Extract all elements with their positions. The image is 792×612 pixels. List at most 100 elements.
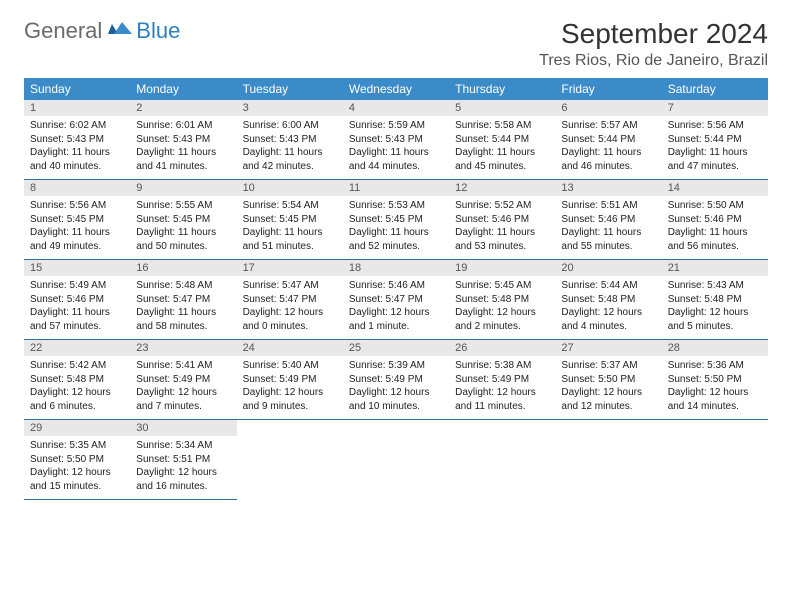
day-number: 27 <box>555 340 661 356</box>
day-number: 18 <box>343 260 449 276</box>
day-details: Sunrise: 5:55 AMSunset: 5:45 PMDaylight:… <box>130 196 236 259</box>
weekday-header: Tuesday <box>237 78 343 100</box>
calendar-row: 15Sunrise: 5:49 AMSunset: 5:46 PMDayligh… <box>24 260 768 340</box>
calendar-cell: 16Sunrise: 5:48 AMSunset: 5:47 PMDayligh… <box>130 260 236 340</box>
calendar-cell: .. <box>662 420 768 500</box>
day-number: 1 <box>24 100 130 116</box>
day-details: Sunrise: 5:36 AMSunset: 5:50 PMDaylight:… <box>662 356 768 419</box>
calendar-cell: 22Sunrise: 5:42 AMSunset: 5:48 PMDayligh… <box>24 340 130 420</box>
day-number: 30 <box>130 420 236 436</box>
calendar-cell: 18Sunrise: 5:46 AMSunset: 5:47 PMDayligh… <box>343 260 449 340</box>
day-number: 2 <box>130 100 236 116</box>
day-details: Sunrise: 5:44 AMSunset: 5:48 PMDaylight:… <box>555 276 661 339</box>
calendar-cell: 12Sunrise: 5:52 AMSunset: 5:46 PMDayligh… <box>449 180 555 260</box>
calendar-cell: 24Sunrise: 5:40 AMSunset: 5:49 PMDayligh… <box>237 340 343 420</box>
weekday-header: Saturday <box>662 78 768 100</box>
day-details: Sunrise: 5:59 AMSunset: 5:43 PMDaylight:… <box>343 116 449 179</box>
weekday-header: Thursday <box>449 78 555 100</box>
day-details: Sunrise: 5:35 AMSunset: 5:50 PMDaylight:… <box>24 436 130 499</box>
calendar-cell: 23Sunrise: 5:41 AMSunset: 5:49 PMDayligh… <box>130 340 236 420</box>
day-number: 17 <box>237 260 343 276</box>
day-number: 23 <box>130 340 236 356</box>
day-details: Sunrise: 5:58 AMSunset: 5:44 PMDaylight:… <box>449 116 555 179</box>
day-number: 22 <box>24 340 130 356</box>
day-number: 5 <box>449 100 555 116</box>
day-number: 11 <box>343 180 449 196</box>
day-details: Sunrise: 5:53 AMSunset: 5:45 PMDaylight:… <box>343 196 449 259</box>
header: General Blue September 2024 Tres Rios, R… <box>24 18 768 70</box>
day-number: 29 <box>24 420 130 436</box>
day-details: Sunrise: 5:56 AMSunset: 5:45 PMDaylight:… <box>24 196 130 259</box>
calendar-cell: .. <box>343 420 449 500</box>
day-details: Sunrise: 5:48 AMSunset: 5:47 PMDaylight:… <box>130 276 236 339</box>
calendar-cell: 25Sunrise: 5:39 AMSunset: 5:49 PMDayligh… <box>343 340 449 420</box>
logo-text-general: General <box>24 18 102 44</box>
day-details: Sunrise: 5:49 AMSunset: 5:46 PMDaylight:… <box>24 276 130 339</box>
day-details: Sunrise: 5:34 AMSunset: 5:51 PMDaylight:… <box>130 436 236 499</box>
day-details: Sunrise: 5:45 AMSunset: 5:48 PMDaylight:… <box>449 276 555 339</box>
location-text: Tres Rios, Rio de Janeiro, Brazil <box>539 52 768 70</box>
day-number: 15 <box>24 260 130 276</box>
day-details: Sunrise: 5:50 AMSunset: 5:46 PMDaylight:… <box>662 196 768 259</box>
day-details: Sunrise: 5:39 AMSunset: 5:49 PMDaylight:… <box>343 356 449 419</box>
day-number: 20 <box>555 260 661 276</box>
day-number: 28 <box>662 340 768 356</box>
calendar-cell: 7Sunrise: 5:56 AMSunset: 5:44 PMDaylight… <box>662 100 768 180</box>
day-details: Sunrise: 5:57 AMSunset: 5:44 PMDaylight:… <box>555 116 661 179</box>
day-details: Sunrise: 6:02 AMSunset: 5:43 PMDaylight:… <box>24 116 130 179</box>
calendar-cell: 30Sunrise: 5:34 AMSunset: 5:51 PMDayligh… <box>130 420 236 500</box>
calendar-row: 22Sunrise: 5:42 AMSunset: 5:48 PMDayligh… <box>24 340 768 420</box>
calendar-cell: 17Sunrise: 5:47 AMSunset: 5:47 PMDayligh… <box>237 260 343 340</box>
calendar-cell: 4Sunrise: 5:59 AMSunset: 5:43 PMDaylight… <box>343 100 449 180</box>
calendar-cell: 19Sunrise: 5:45 AMSunset: 5:48 PMDayligh… <box>449 260 555 340</box>
day-number: 25 <box>343 340 449 356</box>
logo-mark-icon <box>108 20 134 43</box>
calendar-cell: 6Sunrise: 5:57 AMSunset: 5:44 PMDaylight… <box>555 100 661 180</box>
calendar-cell: 14Sunrise: 5:50 AMSunset: 5:46 PMDayligh… <box>662 180 768 260</box>
calendar-cell: 2Sunrise: 6:01 AMSunset: 5:43 PMDaylight… <box>130 100 236 180</box>
calendar-cell: 9Sunrise: 5:55 AMSunset: 5:45 PMDaylight… <box>130 180 236 260</box>
day-number: 26 <box>449 340 555 356</box>
calendar-body: 1Sunrise: 6:02 AMSunset: 5:43 PMDaylight… <box>24 100 768 500</box>
day-number: 12 <box>449 180 555 196</box>
calendar-cell: 15Sunrise: 5:49 AMSunset: 5:46 PMDayligh… <box>24 260 130 340</box>
day-number: 16 <box>130 260 236 276</box>
day-number: 7 <box>662 100 768 116</box>
day-details: Sunrise: 5:42 AMSunset: 5:48 PMDaylight:… <box>24 356 130 419</box>
calendar-cell: 3Sunrise: 6:00 AMSunset: 5:43 PMDaylight… <box>237 100 343 180</box>
day-details: Sunrise: 5:40 AMSunset: 5:49 PMDaylight:… <box>237 356 343 419</box>
calendar-cell: 5Sunrise: 5:58 AMSunset: 5:44 PMDaylight… <box>449 100 555 180</box>
calendar-row: 8Sunrise: 5:56 AMSunset: 5:45 PMDaylight… <box>24 180 768 260</box>
day-details: Sunrise: 5:56 AMSunset: 5:44 PMDaylight:… <box>662 116 768 179</box>
calendar-cell: 11Sunrise: 5:53 AMSunset: 5:45 PMDayligh… <box>343 180 449 260</box>
day-details: Sunrise: 6:01 AMSunset: 5:43 PMDaylight:… <box>130 116 236 179</box>
calendar-row: 29Sunrise: 5:35 AMSunset: 5:50 PMDayligh… <box>24 420 768 500</box>
day-details: Sunrise: 5:37 AMSunset: 5:50 PMDaylight:… <box>555 356 661 419</box>
day-number: 6 <box>555 100 661 116</box>
day-details: Sunrise: 5:41 AMSunset: 5:49 PMDaylight:… <box>130 356 236 419</box>
calendar-cell: .. <box>237 420 343 500</box>
calendar-cell: 28Sunrise: 5:36 AMSunset: 5:50 PMDayligh… <box>662 340 768 420</box>
day-details: Sunrise: 5:52 AMSunset: 5:46 PMDaylight:… <box>449 196 555 259</box>
day-number: 24 <box>237 340 343 356</box>
weekday-header: Friday <box>555 78 661 100</box>
day-details: Sunrise: 5:51 AMSunset: 5:46 PMDaylight:… <box>555 196 661 259</box>
day-number: 8 <box>24 180 130 196</box>
day-details: Sunrise: 5:47 AMSunset: 5:47 PMDaylight:… <box>237 276 343 339</box>
weekday-header: Sunday <box>24 78 130 100</box>
day-number: 9 <box>130 180 236 196</box>
title-block: September 2024 Tres Rios, Rio de Janeiro… <box>539 18 768 70</box>
logo-text-blue: Blue <box>136 18 180 44</box>
day-number: 4 <box>343 100 449 116</box>
calendar-cell: 27Sunrise: 5:37 AMSunset: 5:50 PMDayligh… <box>555 340 661 420</box>
day-number: 10 <box>237 180 343 196</box>
calendar-cell: 13Sunrise: 5:51 AMSunset: 5:46 PMDayligh… <box>555 180 661 260</box>
calendar-cell: 20Sunrise: 5:44 AMSunset: 5:48 PMDayligh… <box>555 260 661 340</box>
calendar-row: 1Sunrise: 6:02 AMSunset: 5:43 PMDaylight… <box>24 100 768 180</box>
day-details: Sunrise: 5:46 AMSunset: 5:47 PMDaylight:… <box>343 276 449 339</box>
page-title: September 2024 <box>539 18 768 50</box>
day-details: Sunrise: 5:43 AMSunset: 5:48 PMDaylight:… <box>662 276 768 339</box>
logo: General Blue <box>24 18 180 44</box>
calendar-cell: 10Sunrise: 5:54 AMSunset: 5:45 PMDayligh… <box>237 180 343 260</box>
calendar-cell: 26Sunrise: 5:38 AMSunset: 5:49 PMDayligh… <box>449 340 555 420</box>
